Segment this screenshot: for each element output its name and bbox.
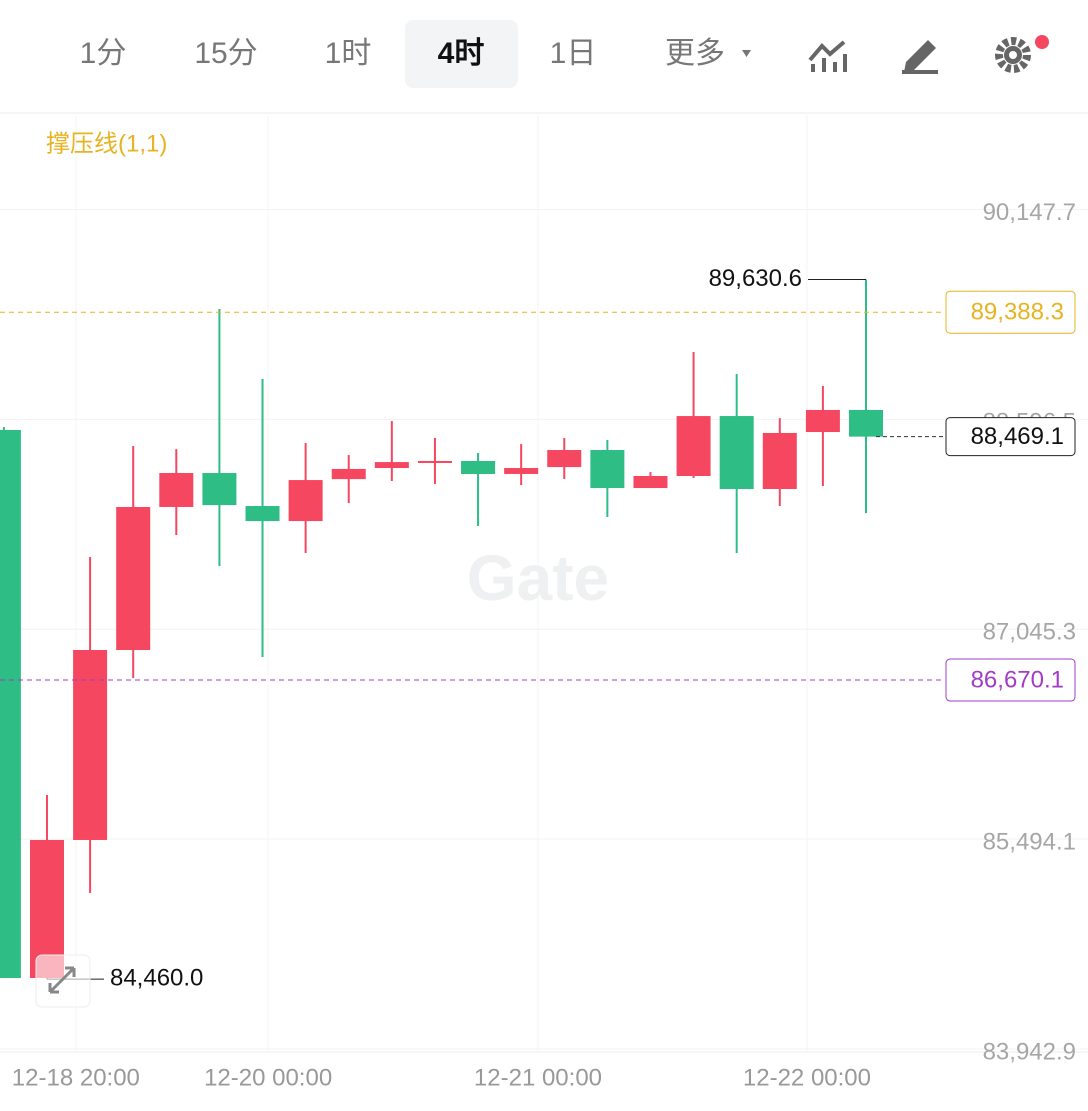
candle-body <box>849 409 884 437</box>
x-tick-label: 12-21 00:00 <box>474 1064 602 1091</box>
tab-bar: 1分 15分 1时 4时 1日 更多 <box>80 37 725 70</box>
expand-button[interactable] <box>35 954 91 1008</box>
settings-icon[interactable] <box>995 35 1049 73</box>
tab[interactable]: 1时 <box>325 37 372 70</box>
last-price-label: 88,469.1 <box>971 423 1064 450</box>
high-marker-label: 89,630.6 <box>709 265 802 292</box>
x-tick-label: 12-18 20:00 <box>12 1064 140 1091</box>
candle-body <box>73 650 108 840</box>
candle-body <box>116 506 151 651</box>
draw-icon[interactable] <box>902 40 938 74</box>
level-box <box>945 658 1076 702</box>
y-tick-label: 85,494.1 <box>983 828 1076 855</box>
tab[interactable]: 更多 <box>665 37 725 70</box>
candle-body <box>374 462 409 469</box>
candle-body <box>805 409 840 433</box>
candle-body <box>245 506 280 522</box>
tab[interactable]: 1日 <box>550 37 597 70</box>
candle-body <box>633 475 668 489</box>
candle-body <box>0 429 21 978</box>
tab[interactable]: 1分 <box>80 37 127 70</box>
x-tick-label: 12-22 00:00 <box>743 1064 871 1091</box>
candle-body <box>719 416 754 489</box>
active-tab-bg <box>405 20 518 88</box>
candle-body <box>762 432 797 489</box>
candle-body <box>202 473 237 506</box>
level-box <box>945 290 1076 334</box>
x-tick-label: 12-20 00:00 <box>204 1064 332 1091</box>
candle-body <box>590 450 625 489</box>
candle-body <box>504 468 539 474</box>
y-tick-label: 83,942.9 <box>983 1038 1076 1065</box>
indicator-label: 撑压线(1,1) <box>46 130 167 157</box>
tab[interactable]: 15分 <box>194 37 257 70</box>
y-tick-label: 90,147.7 <box>983 199 1076 226</box>
level-label: 86,670.1 <box>971 666 1064 693</box>
more-arrow[interactable] <box>742 50 751 57</box>
candle-body <box>547 450 582 468</box>
candle-body <box>159 473 194 507</box>
y-tick-label: 87,045.3 <box>983 619 1076 646</box>
watermark: Gate <box>467 542 609 614</box>
candle-body <box>461 460 496 474</box>
candle-body <box>676 416 711 476</box>
tab[interactable]: 4时 <box>438 37 485 70</box>
indicator-icon[interactable] <box>808 40 847 72</box>
candle-body <box>331 468 366 480</box>
last-price-box <box>945 417 1076 457</box>
candle-body <box>417 460 452 463</box>
level-label: 89,388.3 <box>971 299 1064 326</box>
low-marker-label: 84,460.0 <box>110 964 203 991</box>
candle-body <box>288 480 323 522</box>
